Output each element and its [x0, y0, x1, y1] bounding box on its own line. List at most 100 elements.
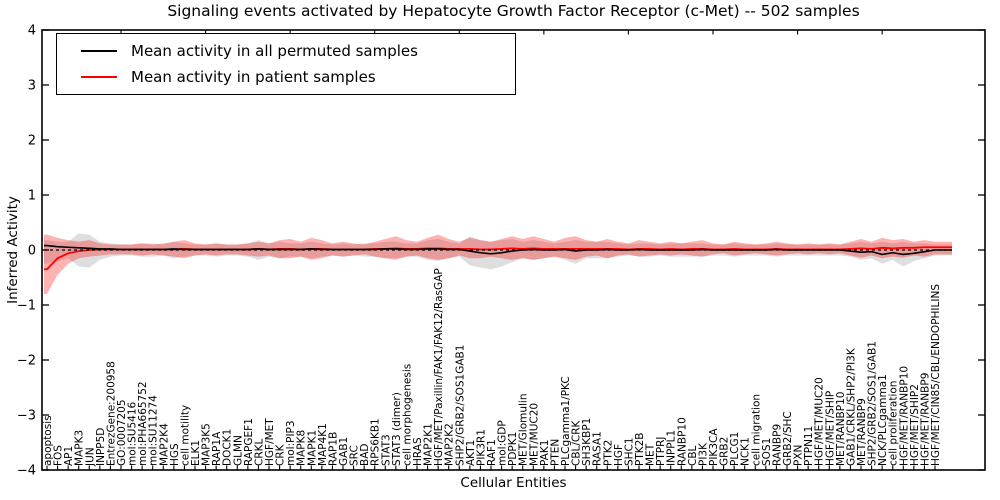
- x-axis-tick-label: HGF/MET/RANBP10: [898, 366, 910, 466]
- x-axis-tick-label: mol:GDP: [497, 420, 509, 466]
- x-axis-tick-label: MAP2K4: [158, 423, 170, 466]
- x-axis-tick-label: RPS6KB1: [370, 418, 382, 466]
- x-axis-tick-label: mol:PHA665752: [137, 381, 149, 466]
- x-axis-label: Cellular Entities: [460, 475, 567, 491]
- x-axis-tick-label: cell proliferation: [888, 381, 900, 466]
- x-axis-tick-label: GLMN: [232, 435, 244, 466]
- x-axis-tick-label: STAT3 (dimer): [391, 392, 403, 466]
- x-axis-tick-label: INPP5D: [95, 428, 107, 466]
- x-axis-tick-label: PIK3R1: [475, 429, 487, 466]
- x-axis-tick-label: HRAS: [412, 437, 424, 466]
- x-axis-tick-label: NCK/PLCgamma1: [877, 374, 889, 466]
- x-axis-tick-label: PIK3CA: [708, 428, 720, 466]
- x-axis-tick-label: HGF/MET/SHIP: [824, 391, 836, 466]
- x-axis-tick-label: GRB2/SHC: [782, 411, 794, 466]
- x-axis-tick-label: MAPK1: [306, 430, 318, 466]
- x-axis-tick-label: MAPK8: [296, 430, 308, 466]
- x-axis-tick-label: DOCK1: [222, 429, 234, 466]
- y-axis-tick-label: 3: [28, 79, 36, 94]
- x-axis-tick-label: RASA1: [592, 431, 604, 466]
- x-axis-tick-label: HGS: [169, 443, 181, 466]
- x-axis-tick-label: RAPGEF1: [243, 418, 255, 466]
- x-axis-tick-label: GAB1/CRKL/SHP2/PI3K: [845, 347, 857, 466]
- x-axis-tick-label: MAP2K1: [423, 423, 435, 466]
- x-axis-tick-label: SHP2/GRB2/SOS1GAB1: [454, 345, 466, 466]
- legend-item-permuted: Mean activity in all permuted samples: [57, 42, 515, 60]
- x-axis-tick-label: PTPRJ: [655, 437, 667, 466]
- y-axis-tick-label: 2: [28, 134, 36, 149]
- x-axis-tick-label: MAP3K5: [201, 423, 213, 466]
- x-axis-tick-label: MAP2K2: [444, 423, 456, 466]
- x-axis-tick-label: EntrezGene:200958: [105, 361, 117, 466]
- x-axis-tick-label: STAT3: [380, 434, 392, 466]
- x-axis-tick-label: PTEN: [549, 439, 561, 466]
- x-axis-tick-label: RANBP9: [771, 424, 783, 466]
- x-axis-tick-label: CRK: [275, 443, 287, 466]
- x-axis-tick-label: FOS: [53, 445, 65, 466]
- x-axis-tick-label: MET/RANBP9: [856, 398, 868, 466]
- x-axis-tick-label: HGF/MET/SHIP2: [909, 384, 921, 466]
- x-axis-tick-label: JUN: [84, 447, 96, 467]
- legend-item-patient: Mean activity in patient samples: [57, 68, 515, 86]
- x-axis-tick-label: MET/RANBP10: [835, 392, 847, 466]
- x-axis-tick-label: MAPK3: [74, 430, 86, 466]
- x-axis-tick-label: GAB1: [338, 437, 350, 466]
- legend: Mean activity in all permuted samples Me…: [56, 33, 516, 95]
- legend-label-patient: Mean activity in patient samples: [131, 68, 376, 86]
- x-axis-tick-label: mol:PIP3: [285, 420, 297, 466]
- x-axis-tick-label: PAK1: [539, 440, 551, 466]
- x-axis-tick-label: ELK1: [190, 440, 202, 466]
- x-axis-tick-label: AP1: [63, 446, 75, 466]
- x-axis-tick-label: PDPK1: [507, 432, 519, 466]
- x-axis-tick-label: mol:SU11274: [148, 395, 160, 466]
- x-axis-tick-label: PTK2B: [634, 432, 646, 466]
- chart-title: Signaling events activated by Hepatocyte…: [167, 2, 860, 20]
- x-axis-tick-label: cell migration: [750, 394, 762, 466]
- x-axis-tick-label: HGF/MET: [264, 418, 276, 466]
- x-axis-tick-label: mol:SU5416: [127, 402, 139, 466]
- y-axis-tick-label: −3: [17, 409, 36, 424]
- x-axis-tick-label: SHP2/GRB2/SOS1/GAB1: [867, 341, 879, 466]
- x-axis-tick-label: RAP1A: [211, 431, 223, 466]
- x-axis-tick-label: MET/MUC20: [528, 403, 540, 466]
- x-axis-tick-label: HGF: [613, 444, 625, 466]
- x-axis-tick-label: SOS1: [761, 438, 773, 466]
- x-axis-tick-label: CBL: [687, 445, 699, 466]
- legend-label-permuted: Mean activity in all permuted samples: [131, 42, 418, 60]
- x-axis-tick-label: apoptosis: [42, 415, 54, 466]
- x-axis-tick-label: RANBP10: [676, 417, 688, 466]
- x-axis-tick-label: PXN: [793, 445, 805, 466]
- x-axis-tick-label: MAP4K1: [317, 423, 329, 466]
- x-axis-tick-label: NCK1: [740, 437, 752, 466]
- y-axis-tick-label: 1: [28, 189, 36, 204]
- x-axis-tick-label: HGF/MET/RANBP9: [919, 373, 931, 466]
- x-axis-tick-label: SHC1: [623, 437, 635, 466]
- x-axis-tick-label: INPPL1: [666, 430, 678, 466]
- x-axis-tick-label: GRB2: [719, 437, 731, 466]
- y-axis-tick-label: −2: [17, 354, 36, 369]
- x-axis-tick-label: CRKL: [253, 438, 265, 466]
- x-axis-tick-label: AKT1: [465, 440, 477, 466]
- x-axis-tick-label: cell motility: [179, 405, 191, 466]
- y-axis-tick-label: 0: [28, 244, 36, 259]
- x-axis-tick-label: HGF/MET/Paxillin/FAK1/FAK12/RasGAP: [433, 268, 445, 466]
- x-axis-tick-label: MET/Glomulin: [518, 394, 530, 467]
- x-axis-tick-label: PLCgamma1/PKC: [560, 376, 572, 466]
- x-axis-tick-label: SRC: [349, 445, 361, 466]
- x-axis-tick-label: RAP1B: [327, 432, 339, 466]
- x-axis-tick-label: PTK2: [602, 440, 614, 466]
- x-axis-tick-label: HGF/MET/MUC20: [814, 377, 826, 466]
- y-axis-tick-label: −1: [17, 299, 36, 314]
- x-axis-tick-label: SH3KBP1: [581, 418, 593, 466]
- permuted-band: [44, 233, 952, 270]
- x-axis-tick-label: GO:0007205: [116, 399, 128, 466]
- x-axis-tick-label: PLCG1: [729, 432, 741, 466]
- y-axis-label: Inferred Activity: [5, 196, 21, 304]
- permuted-line-swatch: [81, 50, 117, 52]
- x-axis-tick-label: RAF1: [486, 439, 498, 466]
- x-axis-tick-label: cell morphogenesis: [401, 364, 413, 466]
- x-axis-tick-label: MET: [645, 443, 657, 466]
- x-axis-tick-label: HGF/MET/CIN85/CBL/ENDOPHILINS: [930, 284, 942, 466]
